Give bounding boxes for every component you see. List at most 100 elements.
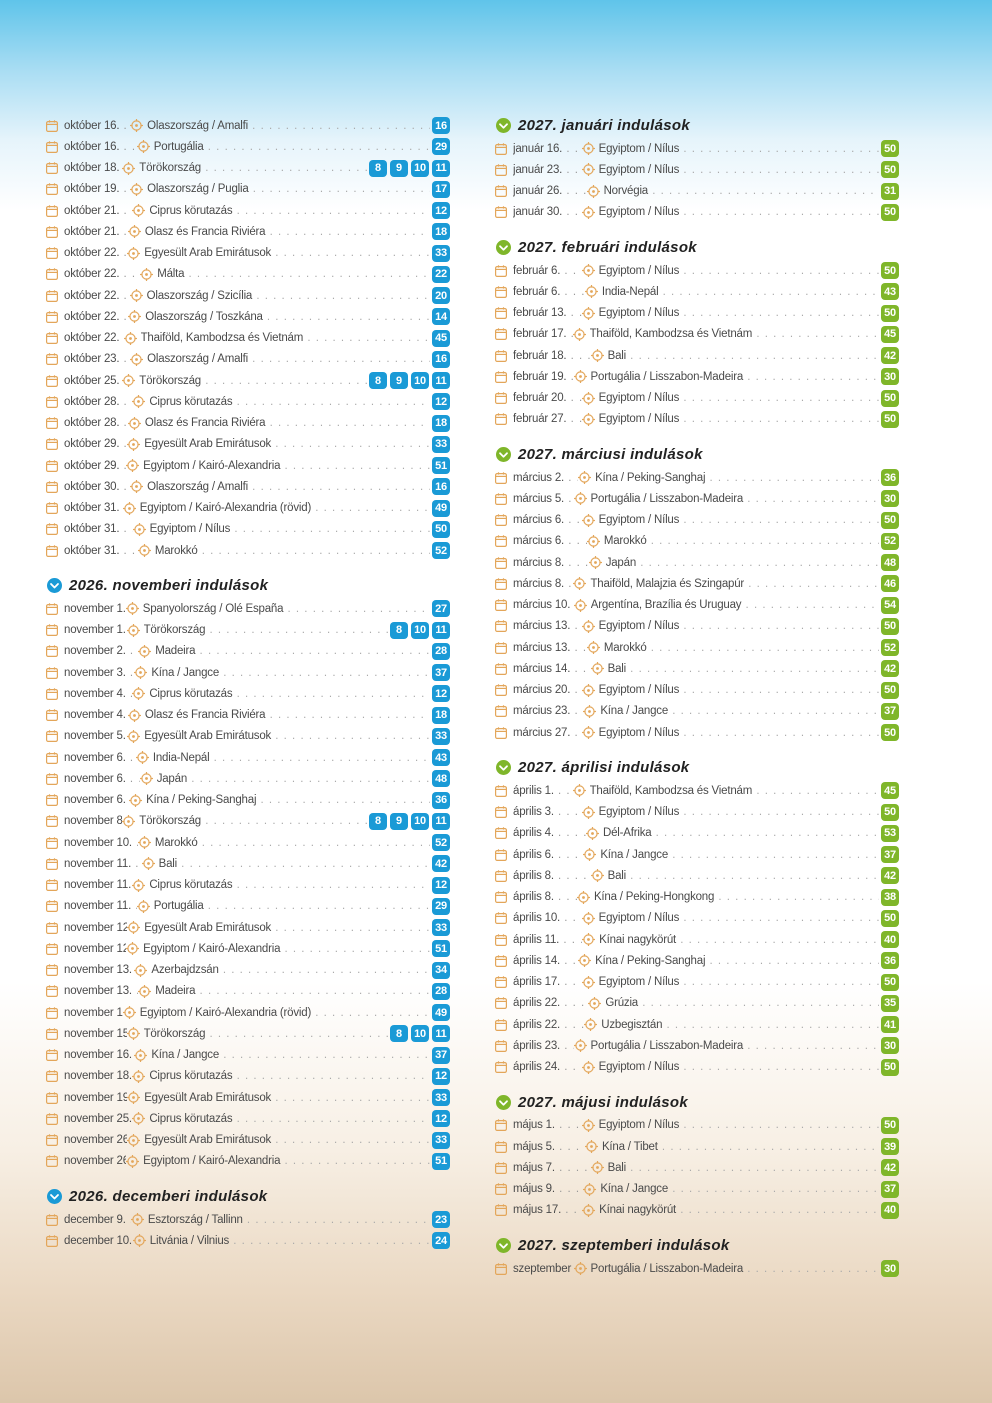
destination-link[interactable]: Ciprus körutazás: [149, 396, 430, 408]
destination-link[interactable]: Kína / Jangce: [151, 1049, 430, 1061]
page-number-badge[interactable]: 50: [881, 140, 899, 158]
page-number-badge[interactable]: 12: [432, 685, 450, 703]
destination-link[interactable]: Kínai nagykörút: [599, 1204, 879, 1216]
page-number-badge[interactable]: 50: [881, 617, 899, 635]
destination-link[interactable]: Egyiptom / Nílus: [599, 514, 879, 526]
destination-link[interactable]: Litvánia / Vilnius: [150, 1235, 430, 1247]
page-number-badge[interactable]: 49: [432, 1004, 450, 1022]
page-number-badge[interactable]: 12: [432, 876, 450, 894]
page-number-badge[interactable]: 31: [881, 182, 899, 200]
page-number-badge[interactable]: 23: [432, 1211, 450, 1229]
destination-link[interactable]: Thaiföld, Kambodzsa és Vietnám: [590, 328, 879, 340]
page-number-badge[interactable]: 50: [881, 389, 899, 407]
page-number-badge[interactable]: 28: [432, 642, 450, 660]
page-number-badge[interactable]: 45: [881, 325, 899, 343]
page-number-badge[interactable]: 37: [881, 1180, 899, 1198]
page-number-badge[interactable]: 30: [881, 368, 899, 386]
page-number-badge[interactable]: 9: [390, 159, 408, 177]
page-number-badge[interactable]: 50: [881, 1058, 899, 1076]
destination-link[interactable]: Azerbajdzsán: [151, 964, 430, 976]
destination-link[interactable]: Marokkó: [155, 545, 430, 557]
page-number-badge[interactable]: 12: [432, 1067, 450, 1085]
page-number-badge[interactable]: 41: [881, 1016, 899, 1034]
destination-link[interactable]: Egyiptom / Kairó-Alexandria: [143, 943, 430, 955]
page-number-badge[interactable]: 52: [432, 834, 450, 852]
page-number-badge[interactable]: 53: [881, 824, 899, 842]
destination-link[interactable]: Egyiptom / Nílus: [150, 523, 430, 535]
page-number-badge[interactable]: 18: [432, 223, 450, 241]
page-number-badge[interactable]: 29: [432, 897, 450, 915]
destination-link[interactable]: Kína / Jangce: [600, 1183, 879, 1195]
destination-link[interactable]: Kína / Jangce: [600, 705, 879, 717]
destination-link[interactable]: Kína / Peking-Sanghaj: [146, 794, 430, 806]
page-number-badge[interactable]: 52: [432, 542, 450, 560]
destination-link[interactable]: Észtország / Tallinn: [148, 1214, 430, 1226]
page-number-badge[interactable]: 11: [432, 1025, 450, 1043]
destination-link[interactable]: Olasz és Francia Riviéra: [145, 709, 430, 721]
page-number-badge[interactable]: 33: [432, 435, 450, 453]
destination-link[interactable]: Egyiptom / Nílus: [599, 164, 879, 176]
destination-link[interactable]: Egyesült Arab Emirátusok: [144, 730, 430, 742]
page-number-badge[interactable]: 50: [881, 973, 899, 991]
page-number-badge[interactable]: 14: [432, 308, 450, 326]
page-number-badge[interactable]: 10: [411, 812, 429, 830]
page-number-badge[interactable]: 33: [432, 919, 450, 937]
page-number-badge[interactable]: 11: [432, 812, 450, 830]
destination-link[interactable]: Portugália: [154, 141, 430, 153]
page-number-badge[interactable]: 50: [881, 681, 899, 699]
page-number-badge[interactable]: 50: [881, 511, 899, 529]
page-number-badge[interactable]: 36: [881, 952, 899, 970]
destination-link[interactable]: Ciprus körutazás: [149, 1070, 430, 1082]
destination-link[interactable]: Kína / Jangce: [600, 849, 879, 861]
page-number-badge[interactable]: 8: [390, 1025, 408, 1043]
destination-link[interactable]: Egyiptom / Kairó-Alexandria (rövid): [140, 1007, 430, 1019]
page-number-badge[interactable]: 10: [411, 372, 429, 390]
page-number-badge[interactable]: 38: [881, 888, 899, 906]
page-number-badge[interactable]: 40: [881, 931, 899, 949]
destination-link[interactable]: Portugália: [154, 900, 430, 912]
destination-link[interactable]: Marokkó: [155, 837, 430, 849]
destination-link[interactable]: Olaszország / Puglia: [147, 183, 430, 195]
destination-link[interactable]: Egyiptom / Nílus: [599, 976, 879, 988]
page-number-badge[interactable]: 30: [881, 1037, 899, 1055]
page-number-badge[interactable]: 40: [881, 1201, 899, 1219]
destination-link[interactable]: Olaszország / Szicília: [147, 290, 430, 302]
destination-link[interactable]: Törökország: [144, 624, 388, 636]
page-number-badge[interactable]: 16: [432, 350, 450, 368]
page-number-badge[interactable]: 48: [881, 554, 899, 572]
page-number-badge[interactable]: 33: [432, 244, 450, 262]
destination-link[interactable]: Egyesült Arab Emirátusok: [144, 1134, 430, 1146]
page-number-badge[interactable]: 30: [881, 490, 899, 508]
destination-link[interactable]: Kína / Peking-Sanghaj: [595, 955, 879, 967]
destination-link[interactable]: Olaszország / Amalfi: [147, 120, 430, 132]
page-number-badge[interactable]: 49: [432, 499, 450, 517]
page-number-badge[interactable]: 16: [432, 117, 450, 135]
page-number-badge[interactable]: 50: [881, 909, 899, 927]
page-number-badge[interactable]: 42: [881, 347, 899, 365]
destination-link[interactable]: Egyiptom / Nílus: [599, 265, 879, 277]
page-number-badge[interactable]: 8: [369, 159, 387, 177]
destination-link[interactable]: Egyiptom / Nílus: [599, 684, 879, 696]
destination-link[interactable]: Egyiptom / Kairó-Alexandria (rövid): [140, 502, 430, 514]
destination-link[interactable]: Marokkó: [604, 642, 879, 654]
page-number-badge[interactable]: 8: [369, 812, 387, 830]
destination-link[interactable]: Kína / Peking-Hongkong: [594, 891, 879, 903]
page-number-badge[interactable]: 33: [432, 727, 450, 745]
page-number-badge[interactable]: 28: [432, 982, 450, 1000]
destination-link[interactable]: Egyiptom / Nílus: [599, 143, 879, 155]
page-number-badge[interactable]: 51: [432, 940, 450, 958]
page-number-badge[interactable]: 22: [432, 265, 450, 283]
destination-link[interactable]: Málta: [157, 268, 430, 280]
destination-link[interactable]: Ciprus körutazás: [149, 879, 430, 891]
destination-link[interactable]: Japán: [606, 557, 879, 569]
page-number-badge[interactable]: 50: [881, 724, 899, 742]
page-number-badge[interactable]: 50: [881, 161, 899, 179]
page-number-badge[interactable]: 16: [432, 478, 450, 496]
destination-link[interactable]: Marokkó: [604, 535, 879, 547]
destination-link[interactable]: Norvégia: [604, 185, 879, 197]
page-number-badge[interactable]: 51: [432, 1152, 450, 1170]
page-number-badge[interactable]: 39: [881, 1138, 899, 1156]
destination-link[interactable]: Egyesült Arab Emirátusok: [144, 1092, 430, 1104]
page-number-badge[interactable]: 50: [881, 1116, 899, 1134]
page-number-badge[interactable]: 33: [432, 1131, 450, 1149]
